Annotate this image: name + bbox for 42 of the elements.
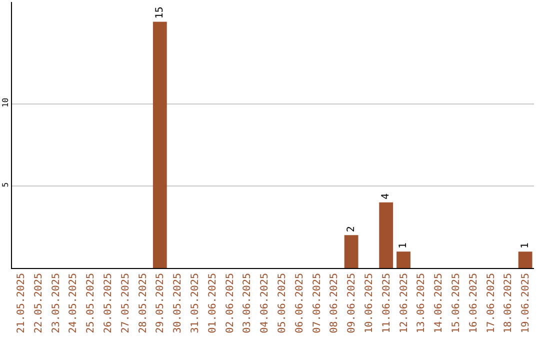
x-tick-label: 18.06.2025 (503, 273, 514, 334)
x-tick-label: 27.05.2025 (120, 273, 132, 334)
data-label: 4 (380, 193, 392, 200)
x-tick-label: 16.06.2025 (468, 273, 480, 334)
x-tick-label: 25.05.2025 (86, 273, 97, 334)
y-tick-label: 10 (0, 98, 10, 108)
x-tick-label: 15.06.2025 (450, 273, 462, 334)
data-label: 1 (398, 242, 409, 249)
data-label: 15 (154, 6, 166, 19)
x-tick-label: 09.06.2025 (346, 273, 358, 334)
x-tick-label: 01.06.2025 (207, 273, 218, 334)
x-tick-label: 26.05.2025 (102, 273, 114, 334)
x-tick-label: 02.06.2025 (224, 273, 236, 334)
bar (396, 252, 410, 268)
x-tick-label: 10.06.2025 (364, 273, 375, 334)
x-tick-label: 30.05.2025 (172, 273, 184, 334)
x-tick-label: 05.06.2025 (276, 273, 288, 334)
x-tick-label: 22.05.2025 (33, 273, 44, 334)
x-tick-label: 08.06.2025 (329, 273, 340, 334)
bar (344, 235, 358, 268)
x-tick-label: 04.06.2025 (260, 273, 271, 334)
bar (379, 202, 394, 268)
x-tick-label: 17.06.2025 (486, 273, 497, 334)
x-tick-label: 11.06.2025 (381, 273, 392, 334)
x-tick-label: 14.06.2025 (434, 273, 445, 334)
x-tick-label: 07.06.2025 (312, 273, 323, 334)
x-tick-label: 21.05.2025 (16, 273, 27, 334)
x-tick-label: 23.05.2025 (50, 273, 62, 334)
x-tick-label: 28.05.2025 (138, 273, 149, 334)
x-tick-label: 29.05.2025 (155, 273, 166, 334)
x-tick-label: 06.06.2025 (294, 273, 306, 334)
x-tick-label: 12.06.2025 (398, 273, 410, 334)
y-tick-label: 5 (0, 182, 10, 188)
data-label: 2 (346, 226, 357, 232)
bar (152, 22, 167, 268)
x-tick-label: 31.05.2025 (190, 273, 201, 334)
x-tick-label: 24.05.2025 (68, 273, 80, 334)
x-tick-label: 13.06.2025 (416, 273, 428, 334)
bar (518, 252, 532, 268)
data-label: 1 (520, 242, 531, 249)
x-tick-label: 03.06.2025 (242, 273, 254, 334)
x-tick-label: 19.06.2025 (520, 273, 532, 334)
